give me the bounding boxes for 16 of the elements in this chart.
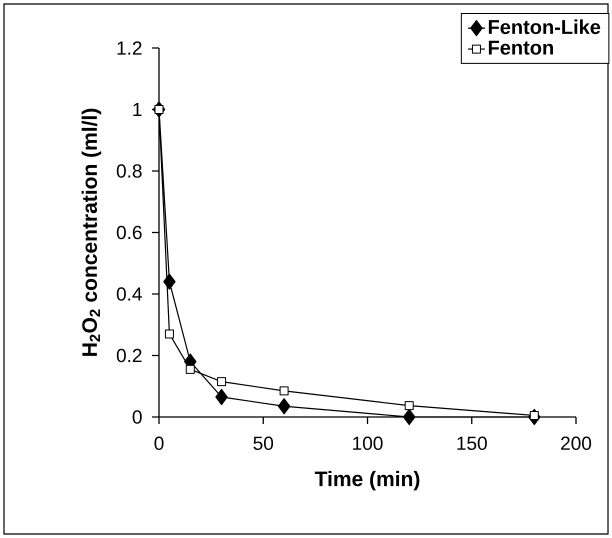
x-tick-label: 50 <box>253 436 274 450</box>
x-tick-label: 0 <box>154 436 164 450</box>
y-tick-label: 0.4 <box>116 287 142 301</box>
y-tick-label: 0 <box>132 410 142 424</box>
x-tick-label: 100 <box>353 436 383 450</box>
y-tick-label: 0.2 <box>116 348 142 362</box>
y-tick-label: 1.2 <box>118 41 142 55</box>
y-tick-label: 0.6 <box>116 226 142 240</box>
x-tick-label: 150 <box>457 436 487 450</box>
legend-label: Fenton-Like <box>488 19 600 34</box>
y-axis-title: H$_{2}$O$_{2}$ concentration (ml/l) <box>82 108 102 356</box>
y-tick-label: 0.8 <box>116 164 142 178</box>
y-tick-label: 1 <box>133 102 142 116</box>
x-tick-label: 200 <box>561 436 592 450</box>
x-axis-title: Time (min) <box>314 470 420 490</box>
legend-label: Fenton <box>488 40 553 55</box>
